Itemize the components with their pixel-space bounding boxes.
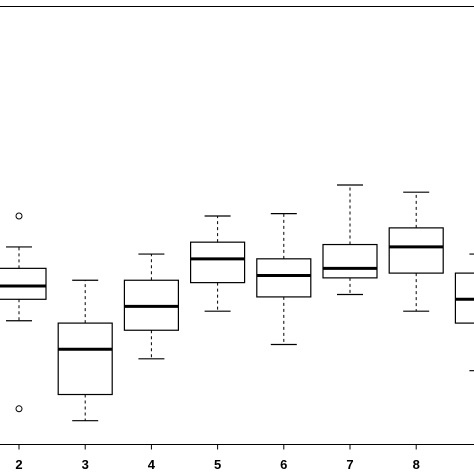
box-2 <box>0 267 47 300</box>
x-tick-label-2: 2 <box>15 457 22 472</box>
x-tick-label-4: 4 <box>148 457 156 472</box>
x-tick-label-7: 7 <box>346 457 353 472</box>
x-tick-label-6: 6 <box>280 457 287 472</box>
box-8 <box>388 227 444 274</box>
x-tick-label-3: 3 <box>82 457 89 472</box>
box-5 <box>190 241 246 284</box>
outlier-2-1 <box>15 405 23 413</box>
box-3 <box>57 322 113 396</box>
x-tick-label-5: 5 <box>214 457 221 472</box>
box-6 <box>256 258 312 298</box>
box-7 <box>322 243 378 279</box>
x-tick-label-8: 8 <box>413 457 420 472</box>
outlier-2-0 <box>15 212 23 220</box>
